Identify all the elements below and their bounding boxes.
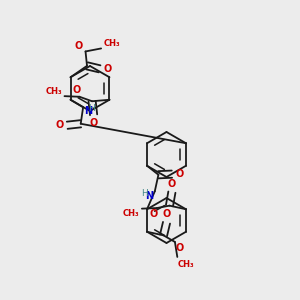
Text: CH₃: CH₃: [46, 86, 62, 95]
Text: O: O: [168, 178, 176, 188]
Text: N: N: [84, 106, 92, 116]
Text: CH₃: CH₃: [123, 209, 140, 218]
Text: N: N: [146, 191, 154, 201]
Text: O: O: [103, 64, 112, 74]
Text: O: O: [176, 243, 184, 253]
Text: O: O: [89, 118, 98, 128]
Text: H: H: [88, 104, 95, 112]
Text: O: O: [149, 209, 158, 219]
Text: H: H: [142, 189, 148, 198]
Text: O: O: [56, 120, 64, 130]
Text: CH₃: CH₃: [178, 260, 194, 269]
Text: O: O: [74, 40, 83, 50]
Text: O: O: [176, 169, 184, 179]
Text: O: O: [162, 209, 171, 219]
Text: CH₃: CH₃: [103, 39, 120, 48]
Text: O: O: [72, 85, 80, 95]
